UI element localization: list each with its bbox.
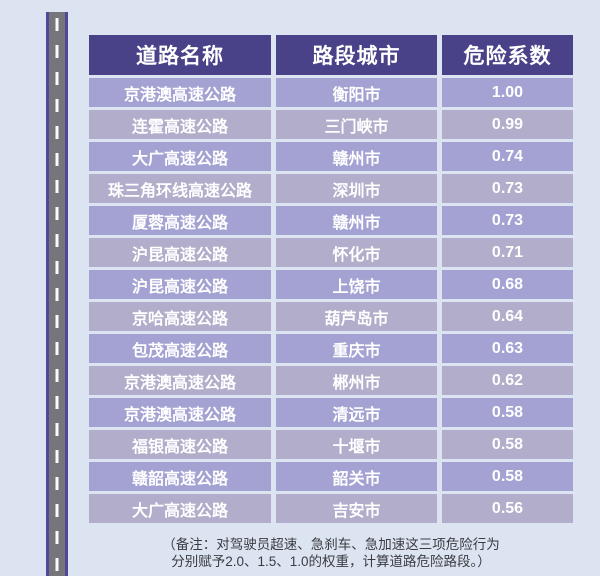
cell-road-name: 大广高速公路 (89, 494, 271, 523)
cell-section-city: 重庆市 (276, 334, 437, 363)
cell-section-city: 赣州市 (276, 142, 437, 171)
cell-road-name: 连霍高速公路 (89, 110, 271, 139)
cell-road-name: 京港澳高速公路 (89, 398, 271, 427)
cell-section-city: 吉安市 (276, 494, 437, 523)
cell-danger-coefficient: 0.56 (442, 494, 573, 523)
column-header-section-city: 路段城市 (276, 35, 437, 75)
cell-danger-coefficient: 0.99 (442, 110, 573, 139)
cell-road-name: 沪昆高速公路 (89, 270, 271, 299)
cell-road-name: 包茂高速公路 (89, 334, 271, 363)
cell-danger-coefficient: 0.58 (442, 398, 573, 427)
cell-danger-coefficient: 0.68 (442, 270, 573, 299)
cell-section-city: 深圳市 (276, 174, 437, 203)
cell-road-name: 赣韶高速公路 (89, 462, 271, 491)
cell-section-city: 郴州市 (276, 366, 437, 395)
cell-road-name: 沪昆高速公路 (89, 238, 271, 267)
cell-section-city: 怀化市 (276, 238, 437, 267)
cell-danger-coefficient: 0.74 (442, 142, 573, 171)
column-header-road-name: 道路名称 (89, 35, 271, 75)
cell-road-name: 珠三角环线高速公路 (89, 174, 271, 203)
cell-danger-coefficient: 0.71 (442, 238, 573, 267)
cell-road-name: 京港澳高速公路 (89, 78, 271, 107)
column-header-danger-coefficient: 危险系数 (442, 35, 573, 75)
cell-danger-coefficient: 1.00 (442, 78, 573, 107)
cell-road-name: 厦蓉高速公路 (89, 206, 271, 235)
danger-coefficient-table: 道路名称 路段城市 危险系数 京港澳高速公路 衡阳市 1.00 连霍高速公路 三门峡市 0… (89, 35, 573, 523)
road-dashed-line-icon (55, 18, 59, 576)
footnote-line2: 分别赋予2.0、1.5、1.0的权重，计算道路危险路段。） (171, 554, 491, 569)
cell-road-name: 福银高速公路 (89, 430, 271, 459)
cell-danger-coefficient: 0.64 (442, 302, 573, 331)
cell-danger-coefficient: 0.73 (442, 174, 573, 203)
cell-section-city: 清远市 (276, 398, 437, 427)
footnote: （备注：对驾驶员超速、急刹车、急加速这三项危险行为 分别赋予2.0、1.5、1.… (89, 536, 573, 570)
road-graphic (46, 12, 68, 576)
cell-road-name: 京港澳高速公路 (89, 366, 271, 395)
cell-section-city: 衡阳市 (276, 78, 437, 107)
cell-section-city: 三门峡市 (276, 110, 437, 139)
cell-road-name: 大广高速公路 (89, 142, 271, 171)
cell-danger-coefficient: 0.73 (442, 206, 573, 235)
cell-danger-coefficient: 0.63 (442, 334, 573, 363)
cell-section-city: 十堰市 (276, 430, 437, 459)
cell-danger-coefficient: 0.58 (442, 462, 573, 491)
cell-road-name: 京哈高速公路 (89, 302, 271, 331)
cell-danger-coefficient: 0.58 (442, 430, 573, 459)
footnote-line1: （备注：对驾驶员超速、急刹车、急加速这三项危险行为 (162, 537, 500, 552)
cell-section-city: 赣州市 (276, 206, 437, 235)
cell-section-city: 韶关市 (276, 462, 437, 491)
cell-danger-coefficient: 0.62 (442, 366, 573, 395)
cell-section-city: 上饶市 (276, 270, 437, 299)
cell-section-city: 葫芦岛市 (276, 302, 437, 331)
